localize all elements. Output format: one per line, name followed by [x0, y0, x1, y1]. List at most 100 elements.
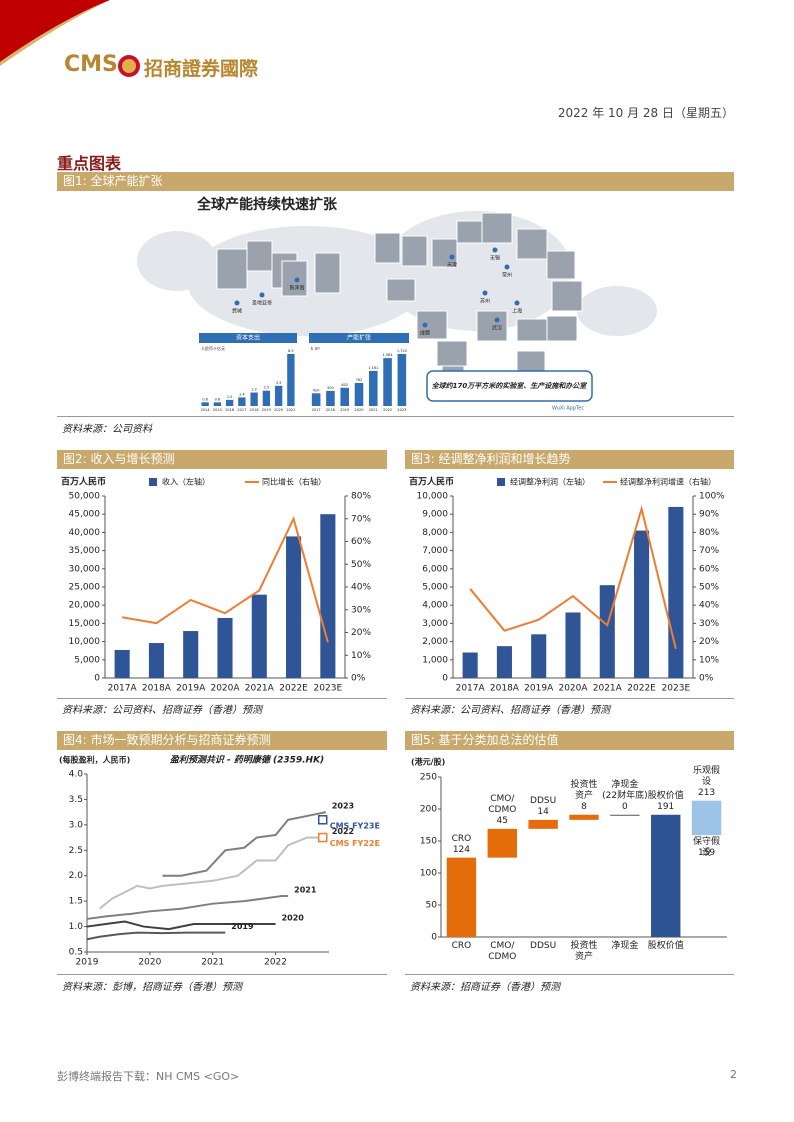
- series-label: 2019: [231, 922, 254, 931]
- photo: [456, 220, 483, 244]
- mini-bar: [369, 370, 378, 406]
- mini-value: 1,584: [383, 353, 394, 357]
- mini-value: 1,720: [397, 349, 407, 353]
- y-tick-label: 3,000: [422, 619, 448, 629]
- x-tick-label: 2023E: [662, 684, 691, 694]
- y2-tick-label: 50%: [351, 560, 371, 570]
- bar: [487, 828, 517, 858]
- source-note: 资料来源：招商证券（香港）预测: [410, 982, 560, 993]
- bar: [634, 530, 650, 678]
- brand-icon: [118, 55, 140, 77]
- label: 0: [621, 801, 628, 812]
- mini-bar: [201, 402, 209, 406]
- bar: [569, 814, 599, 820]
- chart: 盈利预测共识 - 药明康德 (2359.HK) (每股盈利，人民币) 0.5 1.0 1…: [59, 755, 380, 968]
- location-pin: [294, 277, 300, 283]
- panel-title: 资本支出: [236, 334, 260, 342]
- marker-label: CMS FY23E: [330, 821, 380, 830]
- y2-tick-label: 30%: [699, 619, 719, 629]
- bar: [528, 819, 558, 829]
- rule: [405, 698, 734, 699]
- mini-bar: [287, 354, 295, 406]
- y-tick-label: 1,000: [422, 655, 448, 665]
- y2-tick-label: 80%: [699, 528, 719, 538]
- mini-value: 1.4: [239, 392, 245, 396]
- photo: [401, 235, 428, 267]
- mini-value: 0.6: [215, 397, 221, 401]
- x-tick-label: 2023E: [314, 684, 343, 694]
- photo: [551, 280, 583, 312]
- x-tick-label: 2017A: [456, 684, 486, 694]
- x-tick-label: 2020A: [558, 684, 588, 694]
- range-bar: [691, 800, 722, 836]
- y2-tick-label: 50%: [699, 583, 719, 593]
- location-label: 新泽西: [289, 285, 304, 292]
- label: CRO: [451, 941, 472, 951]
- y2-tick-label: 80%: [351, 492, 371, 502]
- mini-category: 2017: [237, 408, 246, 412]
- y-axis-title: 百万人民币: [409, 476, 454, 488]
- y-tick-label: 30,000: [69, 564, 101, 574]
- y2-tick-label: 70%: [351, 514, 371, 524]
- y2-tick-label: 40%: [351, 583, 371, 593]
- y-axis-title: 百万人民币: [61, 476, 106, 488]
- logo: WuXi AppTec: [552, 406, 584, 412]
- y2-tick-label: 10%: [351, 651, 371, 661]
- y-tick-label: 10,000: [417, 492, 449, 502]
- y-axis-title: (每股盈利，人民币): [59, 755, 130, 765]
- figure-caption: 图1: 全球产能扩张: [57, 172, 734, 191]
- label: 投资性 资产: [570, 779, 598, 801]
- mini-category: 2019: [340, 408, 349, 412]
- figure-title: 全球产能持续快速扩张: [196, 196, 338, 213]
- chart: (港元/股) 0 50 100 150 200 250: [411, 757, 727, 943]
- y-tick-label: 0: [442, 674, 448, 684]
- photo: [281, 260, 308, 297]
- y-tick-label: 2.0: [69, 871, 84, 881]
- mini-bar: [213, 402, 222, 406]
- location-pin: [449, 254, 455, 260]
- rule: [57, 416, 734, 417]
- mini-bar: [311, 393, 321, 406]
- y-tick-label: 4.0: [69, 770, 84, 780]
- location-label: 上海: [512, 308, 522, 315]
- photo: [374, 232, 401, 264]
- photo: [516, 228, 548, 260]
- brand-cn: 招商證券國際: [144, 58, 259, 80]
- y-tick-label: 1.5: [69, 897, 83, 907]
- label: 净现金: [611, 941, 639, 951]
- y-tick-label: 3.0: [69, 820, 84, 830]
- location-pin: [234, 300, 240, 306]
- x-tick-label: 2018A: [490, 684, 520, 694]
- x-tick-label: 2020A: [210, 684, 240, 694]
- series-label: 2021: [294, 886, 317, 895]
- photo: [476, 310, 508, 342]
- mini-category: 2014: [201, 408, 211, 412]
- y-tick-label: 9,000: [422, 510, 448, 520]
- y-tick-label: 200: [420, 805, 437, 815]
- legend-swatch: [497, 478, 505, 486]
- mini-bar: [326, 390, 335, 406]
- chart-title: 盈利预测共识 - 药明康德 (2359.HK): [170, 755, 324, 766]
- y-tick-label: 25,000: [69, 583, 101, 593]
- y-axis-title: (港元/股): [411, 757, 445, 767]
- label: 159: [697, 848, 716, 859]
- y2-tick-label: 60%: [351, 537, 371, 547]
- x-tick-label: 2022E: [279, 684, 308, 694]
- figure-caption: 图2: 收入与增长预测: [57, 450, 387, 469]
- line: [86, 895, 289, 920]
- mini-value: 762: [356, 378, 363, 382]
- chart: 百万人民币 0 5,000 10,000 15,000 20,000 25,000 30,00…: [61, 476, 371, 694]
- label: 股权价值: [647, 790, 684, 801]
- y-tick-label: 20,000: [69, 601, 101, 611]
- mini-category: 2016: [225, 408, 234, 412]
- bar: [446, 857, 477, 937]
- y-tick-label: 5,000: [74, 655, 100, 665]
- bar: [462, 652, 478, 678]
- location-label: 费城: [232, 308, 242, 315]
- location-label: 天津: [447, 262, 457, 269]
- legend-label: 收入（左轴）: [162, 477, 210, 487]
- mini-category: 2022: [383, 408, 392, 412]
- label: 8: [581, 801, 587, 812]
- x-tick-label: 2019: [76, 958, 99, 968]
